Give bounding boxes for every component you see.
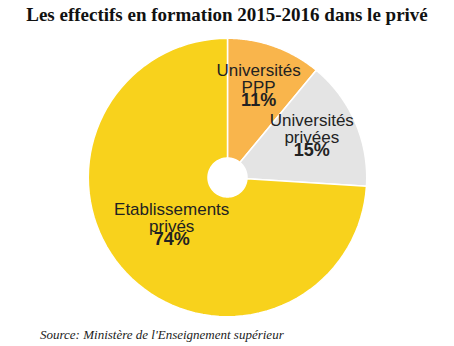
svg-text:74%: 74% bbox=[154, 229, 190, 249]
svg-text:11%: 11% bbox=[241, 90, 276, 110]
svg-text:15%: 15% bbox=[294, 140, 330, 160]
